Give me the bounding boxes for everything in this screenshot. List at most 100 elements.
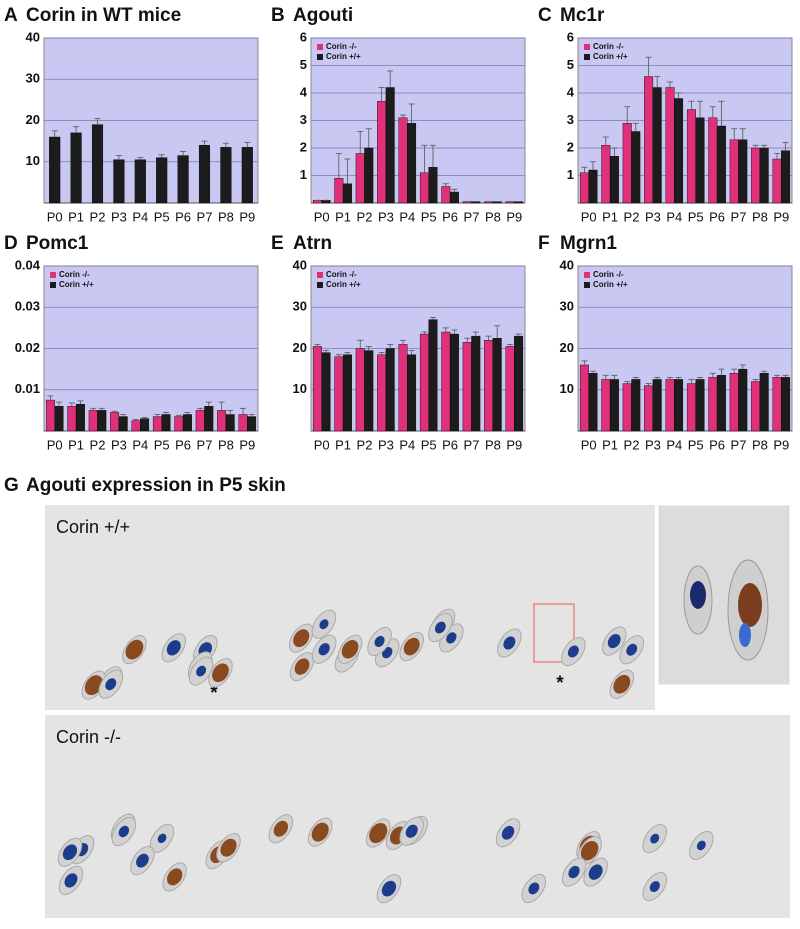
x-tick-label: P3 [378, 437, 394, 452]
panel-title: Corin in WT mice [26, 5, 181, 26]
bar [781, 377, 791, 432]
bar [665, 379, 675, 432]
bar [708, 117, 718, 204]
bar [152, 416, 162, 432]
bar [449, 333, 459, 432]
error-bar [378, 87, 385, 102]
x-tick-label: P3 [645, 437, 661, 452]
error-bar [314, 343, 321, 347]
x-tick-label: P8 [218, 209, 234, 224]
y-tick-label: 1 [567, 167, 574, 182]
error-bar [240, 407, 247, 415]
bar [588, 373, 598, 432]
x-tick-label: P1 [68, 437, 84, 452]
error-bar [688, 100, 695, 110]
error-bar [227, 409, 234, 415]
error-bar [602, 374, 609, 380]
error-bar [731, 368, 738, 374]
y-tick-label: 3 [567, 112, 574, 127]
stain [273, 820, 289, 837]
y-tick-label: 10 [26, 153, 40, 168]
y-tick-label: 10 [560, 381, 574, 396]
y-tick-label: 2 [567, 139, 574, 154]
bar [312, 200, 322, 204]
x-tick-label: P3 [111, 437, 127, 452]
error-bar [464, 337, 471, 343]
bar [772, 377, 782, 432]
error-bar [739, 364, 746, 370]
x-tick-label: P7 [731, 209, 747, 224]
error-bar [365, 128, 372, 148]
panel-title: Atrn [293, 233, 332, 254]
x-tick-label: P9 [773, 437, 789, 452]
y-tick-label: 20 [26, 112, 40, 127]
error-bar [632, 376, 639, 380]
stain [166, 868, 183, 886]
bar [140, 418, 150, 432]
bar [198, 145, 211, 204]
error-bar [141, 416, 148, 419]
bar [609, 156, 619, 204]
x-tick-label: P6 [442, 209, 458, 224]
bar [716, 375, 726, 432]
y-tick-label: 2 [300, 139, 307, 154]
stain [528, 882, 540, 895]
x-tick-label: P4 [666, 437, 682, 452]
error-bar [180, 151, 187, 156]
error-bar [675, 376, 682, 380]
error-bar [675, 92, 682, 99]
error-bar [645, 383, 652, 386]
bar [238, 414, 248, 432]
error-bar [709, 372, 716, 378]
error-bar [133, 419, 140, 421]
x-tick-label: P6 [442, 437, 458, 452]
x-tick-label: P8 [485, 437, 501, 452]
legend-swatch [317, 282, 323, 288]
x-tick-label: P7 [731, 437, 747, 452]
error-bar [782, 374, 789, 378]
error-bar [611, 374, 618, 380]
error-bar [222, 142, 229, 148]
stain [567, 645, 579, 658]
x-tick-label: P6 [709, 437, 725, 452]
x-tick-label: P0 [47, 437, 63, 452]
bar [364, 350, 374, 432]
bar [652, 379, 662, 432]
bar [321, 200, 331, 204]
bar [644, 385, 654, 432]
x-tick-label: P9 [239, 437, 255, 452]
bar [398, 117, 408, 204]
x-tick-label: P9 [239, 209, 255, 224]
skin-image [45, 715, 790, 918]
bar [49, 136, 61, 204]
x-tick-label: P5 [421, 437, 437, 452]
error-bar [344, 158, 351, 184]
error-bar [774, 153, 781, 159]
bar [631, 131, 641, 204]
x-tick-label: P8 [752, 437, 768, 452]
bar [579, 172, 589, 204]
bar [195, 410, 205, 432]
bar [342, 183, 352, 204]
x-tick-label: P7 [464, 437, 480, 452]
legend-label: Corin +/+ [593, 280, 628, 289]
error-bar [429, 317, 436, 320]
bar [364, 147, 374, 204]
error-bar [731, 128, 738, 140]
bar [514, 335, 524, 432]
error-bar [442, 183, 449, 187]
x-tick-label: P7 [197, 209, 213, 224]
stain [650, 833, 660, 844]
bar [321, 352, 331, 432]
error-bar [589, 370, 596, 374]
bar [708, 377, 718, 432]
error-bar [158, 154, 165, 158]
error-bar [201, 140, 208, 146]
error-bar [632, 122, 639, 132]
error-bar [645, 56, 652, 77]
error-bar [378, 352, 385, 355]
x-tick-label: P4 [666, 209, 682, 224]
error-bar [761, 144, 768, 148]
error-bar [782, 142, 789, 151]
